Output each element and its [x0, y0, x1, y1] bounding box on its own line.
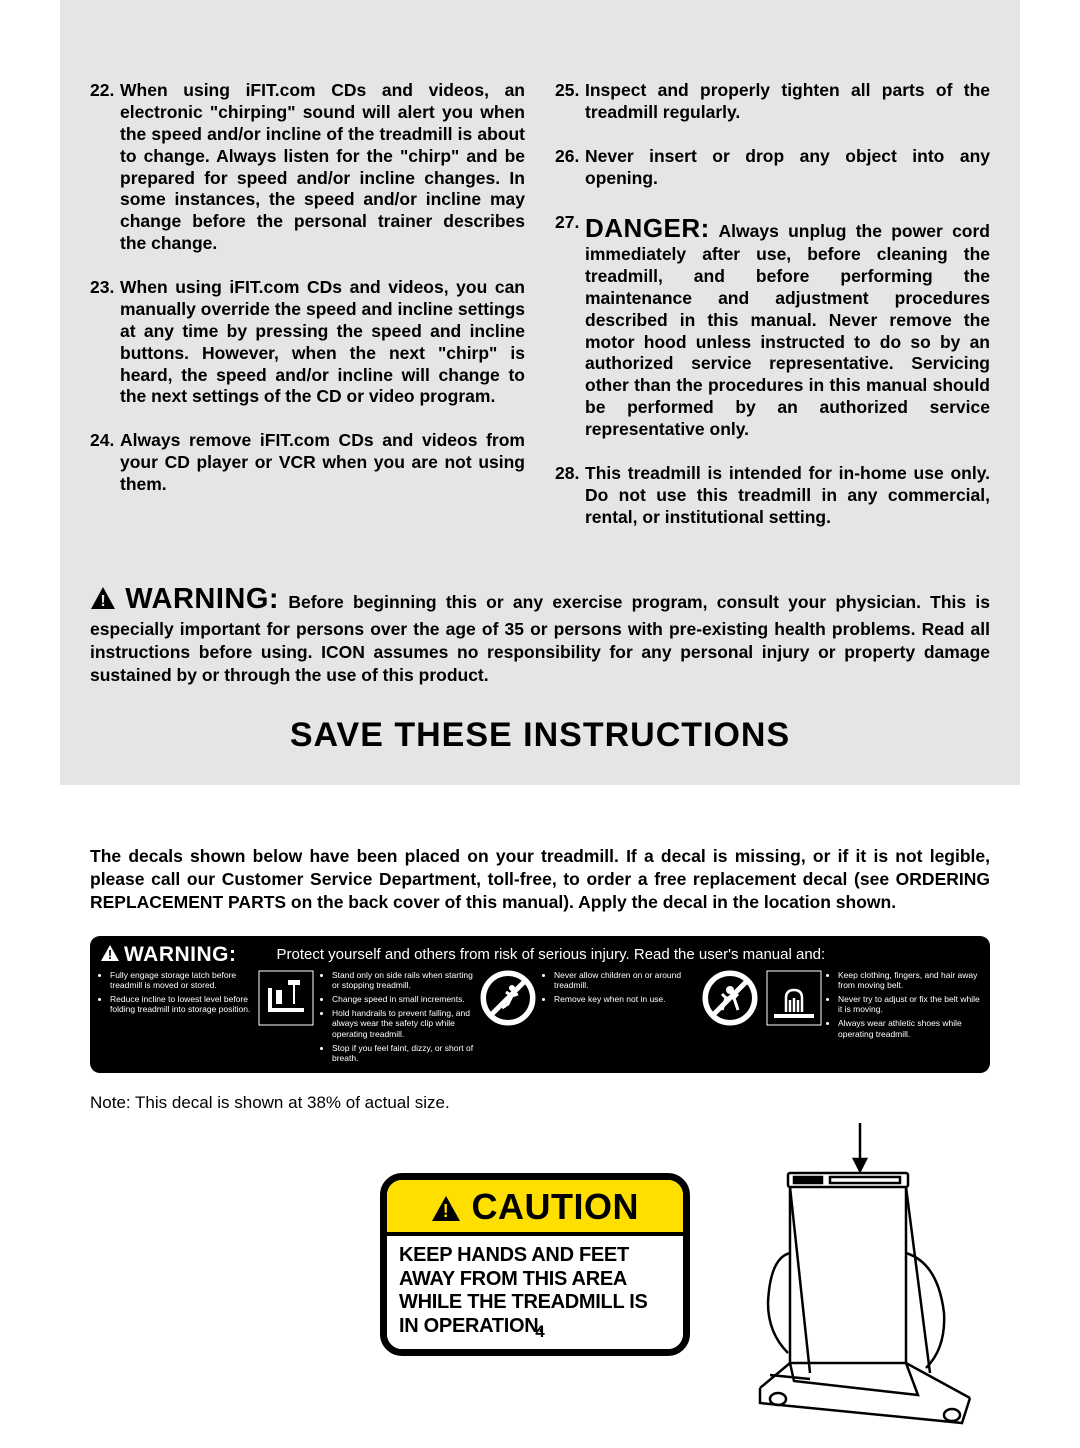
svg-text:!: !	[100, 593, 105, 610]
decal-section: The decals shown below have been placed …	[60, 845, 1020, 1448]
item-text: This treadmill is intended for in-home u…	[585, 463, 990, 529]
item-text: DANGER: Always unplug the power cord imm…	[585, 212, 990, 441]
instruction-item: 22.When using iFIT.com CDs and videos, a…	[90, 80, 525, 255]
banner-bullet: Hold handrails to prevent falling, and a…	[332, 1008, 474, 1039]
warning-word: WARNING:	[125, 583, 279, 615]
treadmill-line-drawing	[730, 1123, 990, 1448]
latch-pictogram-icon	[258, 970, 314, 1026]
banner-subtitle: Protect yourself and others from risk of…	[277, 946, 826, 963]
save-instructions-heading: SAVE THESE INSTRUCTIONS	[90, 716, 990, 755]
bottom-illustration-row: ! CAUTION KEEP HANDS AND FEET AWAY FROM …	[90, 1123, 990, 1448]
warning-paragraph: ! WARNING: Before beginning this or any …	[90, 581, 990, 687]
instruction-item: 28.This treadmill is intended for in-hom…	[555, 463, 990, 529]
instruction-item: 27.DANGER: Always unplug the power cord …	[555, 212, 990, 441]
banner-col-3: Never allow children on or around treadm…	[544, 970, 758, 1068]
item-number: 23.	[90, 277, 120, 408]
warning-triangle-icon: !	[100, 944, 120, 966]
decal-size-note: Note: This decal is shown at 38% of actu…	[90, 1093, 990, 1113]
two-column-instructions: 22.When using iFIT.com CDs and videos, a…	[90, 80, 990, 551]
item-number: 27.	[555, 212, 585, 441]
banner-bullet: Remove key when not in use.	[554, 994, 696, 1004]
svg-text:!: !	[108, 947, 112, 962]
no-run-pictogram-icon	[480, 970, 536, 1026]
banner-col-4: Keep clothing, fingers, and hair away fr…	[766, 970, 980, 1068]
item-number: 25.	[555, 80, 585, 124]
item-text: When using iFIT.com CDs and videos, an e…	[120, 80, 525, 255]
banner-header: ! WARNING: Protect yourself and others f…	[100, 944, 980, 966]
banner-bullet: Never try to adjust or fix the belt whil…	[838, 994, 980, 1014]
item-text: Inspect and properly tighten all parts o…	[585, 80, 990, 124]
banner-col-1: Fully engage storage latch before treadm…	[100, 970, 314, 1068]
danger-word: DANGER:	[585, 213, 710, 243]
banner-col-2: Stand only on side rails when starting o…	[322, 970, 536, 1068]
banner-warning-word: WARNING:	[124, 943, 237, 967]
item-text: Always remove iFIT.com CDs and videos fr…	[120, 430, 525, 496]
item-text: Never insert or drop any object into any…	[585, 146, 990, 190]
banner-bullet: Keep clothing, fingers, and hair away fr…	[838, 970, 980, 990]
banner-bullet: Always wear athletic shoes while operati…	[838, 1018, 980, 1038]
item-number: 22.	[90, 80, 120, 255]
item-number: 28.	[555, 463, 585, 529]
warning-triangle-icon: !	[90, 586, 116, 616]
item-number: 26.	[555, 146, 585, 190]
banner-bullet: Never allow children on or around treadm…	[554, 970, 696, 990]
instruction-item: 23.When using iFIT.com CDs and videos, y…	[90, 277, 525, 408]
item-number: 24.	[90, 430, 120, 496]
decal-intro-text: The decals shown below have been placed …	[90, 845, 990, 913]
instruction-item: 25.Inspect and properly tighten all part…	[555, 80, 990, 124]
gray-safety-panel: 22.When using iFIT.com CDs and videos, a…	[60, 0, 1020, 785]
left-column: 22.When using iFIT.com CDs and videos, a…	[90, 80, 525, 551]
svg-text:!: !	[443, 1201, 450, 1221]
page-number: 4	[0, 1322, 1080, 1342]
banner-bullet: Reduce incline to lowest level before fo…	[110, 994, 252, 1014]
banner-bullet: Stand only on side rails when starting o…	[332, 970, 474, 990]
hand-belt-pictogram-icon	[766, 970, 822, 1026]
warning-decal-banner: ! WARNING: Protect yourself and others f…	[90, 936, 990, 1074]
caution-title: CAUTION	[472, 1186, 640, 1227]
instruction-item: 24.Always remove iFIT.com CDs and videos…	[90, 430, 525, 496]
banner-columns: Fully engage storage latch before treadm…	[100, 970, 980, 1068]
instruction-item: 26.Never insert or drop any object into …	[555, 146, 990, 190]
banner-bullet: Fully engage storage latch before treadm…	[110, 970, 252, 990]
banner-bullet: Change speed in small increments.	[332, 994, 474, 1004]
caution-header: ! CAUTION	[387, 1180, 683, 1236]
banner-bullet: Stop if you feel faint, dizzy, or short …	[332, 1043, 474, 1063]
item-text: When using iFIT.com CDs and videos, you …	[120, 277, 525, 408]
right-column: 25.Inspect and properly tighten all part…	[555, 80, 990, 551]
no-children-pictogram-icon	[702, 970, 758, 1026]
